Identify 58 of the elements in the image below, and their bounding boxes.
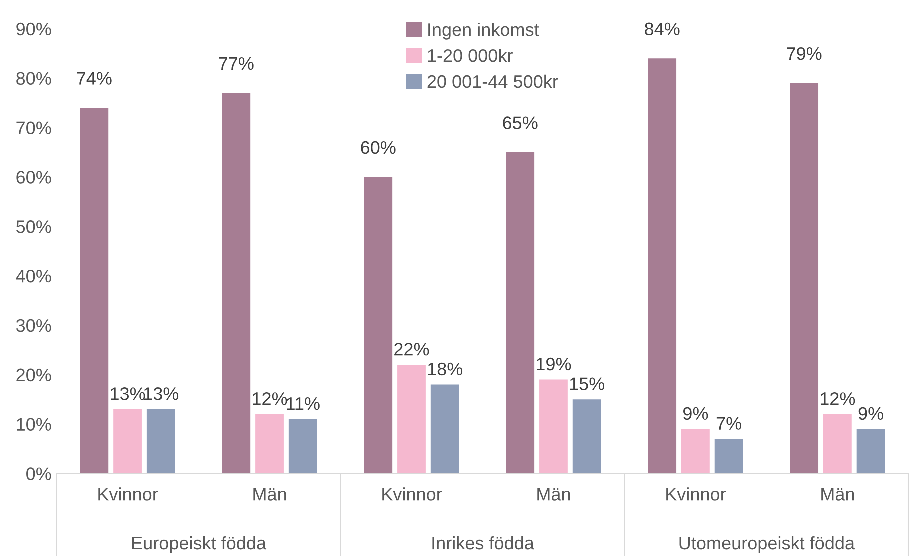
text: Inrikes födda	[432, 536, 534, 550]
bar	[714, 439, 744, 474]
bar	[114, 409, 142, 474]
bar	[506, 152, 535, 474]
bar	[288, 419, 318, 474]
bar	[540, 380, 568, 474]
x-tick-label: Män	[538, 488, 570, 501]
data-label: 15%	[570, 378, 605, 390]
bar	[398, 364, 426, 474]
y-tick-label: 0%	[26, 468, 52, 480]
bar	[648, 58, 677, 474]
legend-label: Ingen inkomst	[428, 23, 540, 40]
y-tick-label: 70%	[16, 122, 52, 134]
data-label: 19%	[537, 358, 572, 371]
bar	[364, 177, 393, 474]
y-tick-label: 10%	[17, 418, 52, 432]
x-tick-label: Män	[822, 488, 854, 501]
data-label: 11%	[287, 398, 320, 410]
bar	[682, 429, 710, 474]
legend-label: 20 001-44 500kr	[428, 74, 558, 88]
y-tick-label: 80%	[16, 72, 52, 86]
data-label: 13%	[111, 388, 146, 400]
data-label: 9%	[858, 407, 884, 420]
bar	[856, 429, 886, 474]
data-label: 18%	[428, 362, 463, 376]
data-label: 12%	[820, 392, 856, 406]
bar	[430, 384, 460, 474]
y-tick-label: 40%	[16, 270, 52, 283]
bar	[790, 83, 819, 474]
y-tick-label: 20%	[16, 368, 52, 382]
data-label: 22%	[394, 343, 430, 356]
bar	[80, 108, 109, 474]
bar	[222, 93, 251, 474]
x-tick-label: Män	[254, 488, 286, 501]
y-tick-label: 30%	[16, 319, 52, 332]
data-label: 79%	[787, 47, 822, 60]
legend-label: 1-20 000kr	[428, 48, 513, 62]
data-label: 65%	[503, 116, 538, 130]
data-label: 9%	[684, 407, 708, 420]
bar	[146, 409, 176, 474]
bar	[572, 400, 602, 474]
text: Utomeuropeiskt födda	[680, 536, 856, 554]
bar	[823, 414, 852, 474]
data-label: 77%	[219, 57, 254, 70]
y-tick-label: 50%	[16, 220, 52, 234]
text: Europeiskt födda	[132, 536, 267, 554]
bar	[256, 414, 284, 474]
y-tick-label: 90%	[16, 22, 52, 36]
data-label: 60%	[361, 141, 396, 154]
y-tick-label: 60%	[16, 171, 52, 184]
data-label: 7%	[716, 417, 742, 430]
x-tick-label: Kvinnor	[382, 488, 442, 501]
data-label: 84%	[645, 22, 680, 36]
data-label: 74%	[77, 72, 112, 85]
x-tick-label: Kvinnor	[98, 488, 158, 501]
x-tick-label: Kvinnor	[666, 488, 726, 501]
data-label: 13%	[144, 388, 179, 400]
data-label: 12%	[253, 392, 288, 406]
